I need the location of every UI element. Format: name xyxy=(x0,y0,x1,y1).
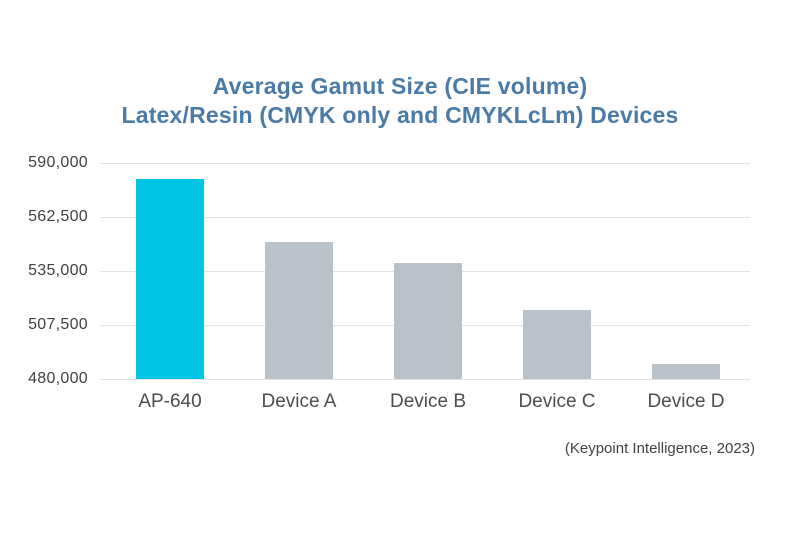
source-citation: (Keypoint Intelligence, 2023) xyxy=(564,440,755,457)
y-tick-label: 590,000 xyxy=(28,154,88,171)
bar-device-a xyxy=(265,241,333,379)
x-category-label: Device C xyxy=(518,391,596,412)
y-tick-label: 507,500 xyxy=(28,316,88,333)
chart-title: Average Gamut Size (CIE volume) Latex/Re… xyxy=(0,72,800,130)
x-category-label: Device D xyxy=(647,391,725,412)
y-tick-label: 535,000 xyxy=(28,262,88,279)
chart-title-line2: Latex/Resin (CMYK only and CMYKLcLm) Dev… xyxy=(121,102,679,128)
chart-title-line1: Average Gamut Size (CIE volume) xyxy=(212,73,588,99)
gridline-562500 xyxy=(100,217,750,218)
x-category-label: AP-640 xyxy=(138,391,202,412)
bar-device-c xyxy=(523,310,591,379)
x-category-label: Device A xyxy=(261,391,337,412)
y-tick-label: 480,000 xyxy=(28,370,88,387)
gridline-590000 xyxy=(100,163,750,164)
plot-area xyxy=(100,163,750,380)
bar-device-d xyxy=(652,364,720,379)
bar-ap-640 xyxy=(136,178,204,379)
y-tick-label: 562,500 xyxy=(28,208,88,225)
gridline-480000 xyxy=(100,379,750,380)
x-category-label: Device B xyxy=(389,391,467,412)
bar-device-b xyxy=(394,263,462,379)
